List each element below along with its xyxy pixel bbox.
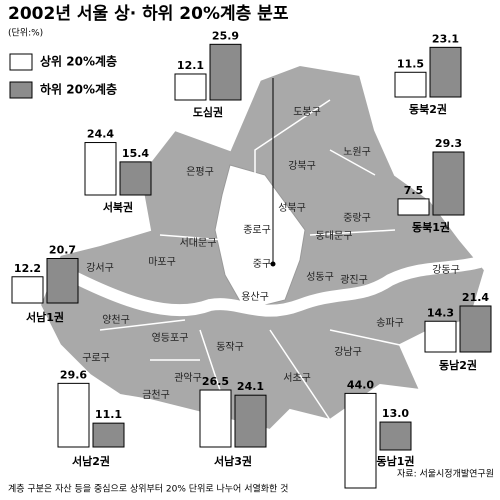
district-label: 도봉구 [293, 106, 321, 118]
region-label: 동남2권 [439, 359, 477, 372]
district-label: 강동구 [432, 264, 460, 276]
district-label: 관악구 [174, 372, 202, 384]
district-borders [99, 99, 401, 421]
value-label: 12.2 [14, 262, 41, 275]
value-label: 23.1 [432, 32, 459, 45]
bar [119, 161, 152, 196]
value-label: 21.4 [462, 291, 489, 304]
district-label: 강북구 [288, 160, 316, 172]
value-label: 24.1 [237, 380, 264, 393]
district-label: 금천구 [142, 389, 170, 401]
callout-dot [270, 261, 276, 267]
value-label: 14.3 [427, 306, 454, 319]
region-label: 동북1권 [412, 220, 450, 234]
bar [234, 394, 267, 448]
value-label: 26.5 [202, 375, 229, 388]
district-label: 광진구 [340, 274, 368, 286]
value-label: 7.5 [404, 184, 424, 197]
value-label: 11.5 [397, 57, 424, 70]
region-label: 서남1권 [26, 310, 64, 324]
region-label: 도심권 [193, 105, 223, 119]
district-label: 은평구 [186, 166, 214, 178]
district-label: 서대문구 [180, 237, 217, 249]
value-label: 15.4 [122, 147, 149, 160]
value-label: 12.1 [177, 59, 204, 72]
district-label: 양천구 [102, 314, 130, 326]
district-label: 강서구 [86, 262, 114, 274]
value-label: 13.0 [382, 407, 409, 420]
value-label: 20.7 [49, 243, 76, 256]
value-label: 29.3 [435, 137, 462, 150]
region-label: 서남3권 [214, 454, 252, 468]
value-label: 11.1 [95, 408, 122, 421]
district-label: 영등포구 [152, 332, 189, 344]
legend-swatch [9, 53, 33, 71]
district-label: 노원구 [343, 146, 371, 158]
legend-label: 상위 20%계층 [40, 54, 117, 69]
bar [344, 392, 377, 489]
bar [397, 198, 430, 216]
title: 2002년 서울 상· 하위 20%계층 분포 [8, 4, 289, 24]
bar [84, 142, 117, 196]
bar [174, 73, 207, 101]
district-label: 동작구 [216, 341, 244, 353]
bar [379, 421, 412, 451]
bar [11, 276, 44, 304]
value-label: 25.9 [212, 29, 239, 42]
bar [92, 422, 125, 448]
district-label: 중구 [253, 258, 271, 270]
district-label: 서초구 [283, 372, 311, 384]
legend-label: 하위 20%계층 [40, 82, 117, 97]
footer-note: 계층 구분은 자산 등을 중심으로 상위부터 20% 단위로 나누어 서열화한 … [8, 483, 288, 495]
bar [209, 43, 242, 101]
bar [199, 389, 232, 448]
unit: (단위:%) [8, 28, 43, 39]
bar [432, 151, 465, 216]
district-label: 송파구 [376, 317, 404, 329]
bar [57, 382, 90, 448]
district-label: 동대문구 [316, 230, 353, 242]
region-label: 동남1권 [376, 455, 414, 468]
bar [424, 320, 457, 353]
footer-source: 자료: 서울시정개발연구원 [397, 469, 494, 480]
district-label: 용산구 [241, 291, 269, 303]
district-label: 중랑구 [343, 212, 371, 224]
bar [46, 257, 79, 304]
district-label: 구로구 [82, 353, 110, 364]
han-river [67, 256, 482, 317]
value-label: 44.0 [347, 378, 374, 391]
bar [459, 305, 492, 353]
district-label: 마포구 [148, 256, 176, 268]
region-label: 서남2권 [72, 454, 110, 468]
legend-swatch [9, 81, 33, 99]
bar [429, 46, 462, 98]
district-label: 성북구 [278, 202, 306, 214]
region-label: 동북2권 [409, 102, 447, 116]
value-label: 29.6 [60, 368, 87, 381]
bar [394, 71, 427, 98]
region-label: 서북권 [103, 200, 133, 214]
district-label: 종로구 [243, 224, 271, 236]
district-label: 강남구 [334, 346, 362, 358]
value-label: 24.4 [87, 128, 114, 141]
district-label: 성동구 [306, 271, 334, 283]
